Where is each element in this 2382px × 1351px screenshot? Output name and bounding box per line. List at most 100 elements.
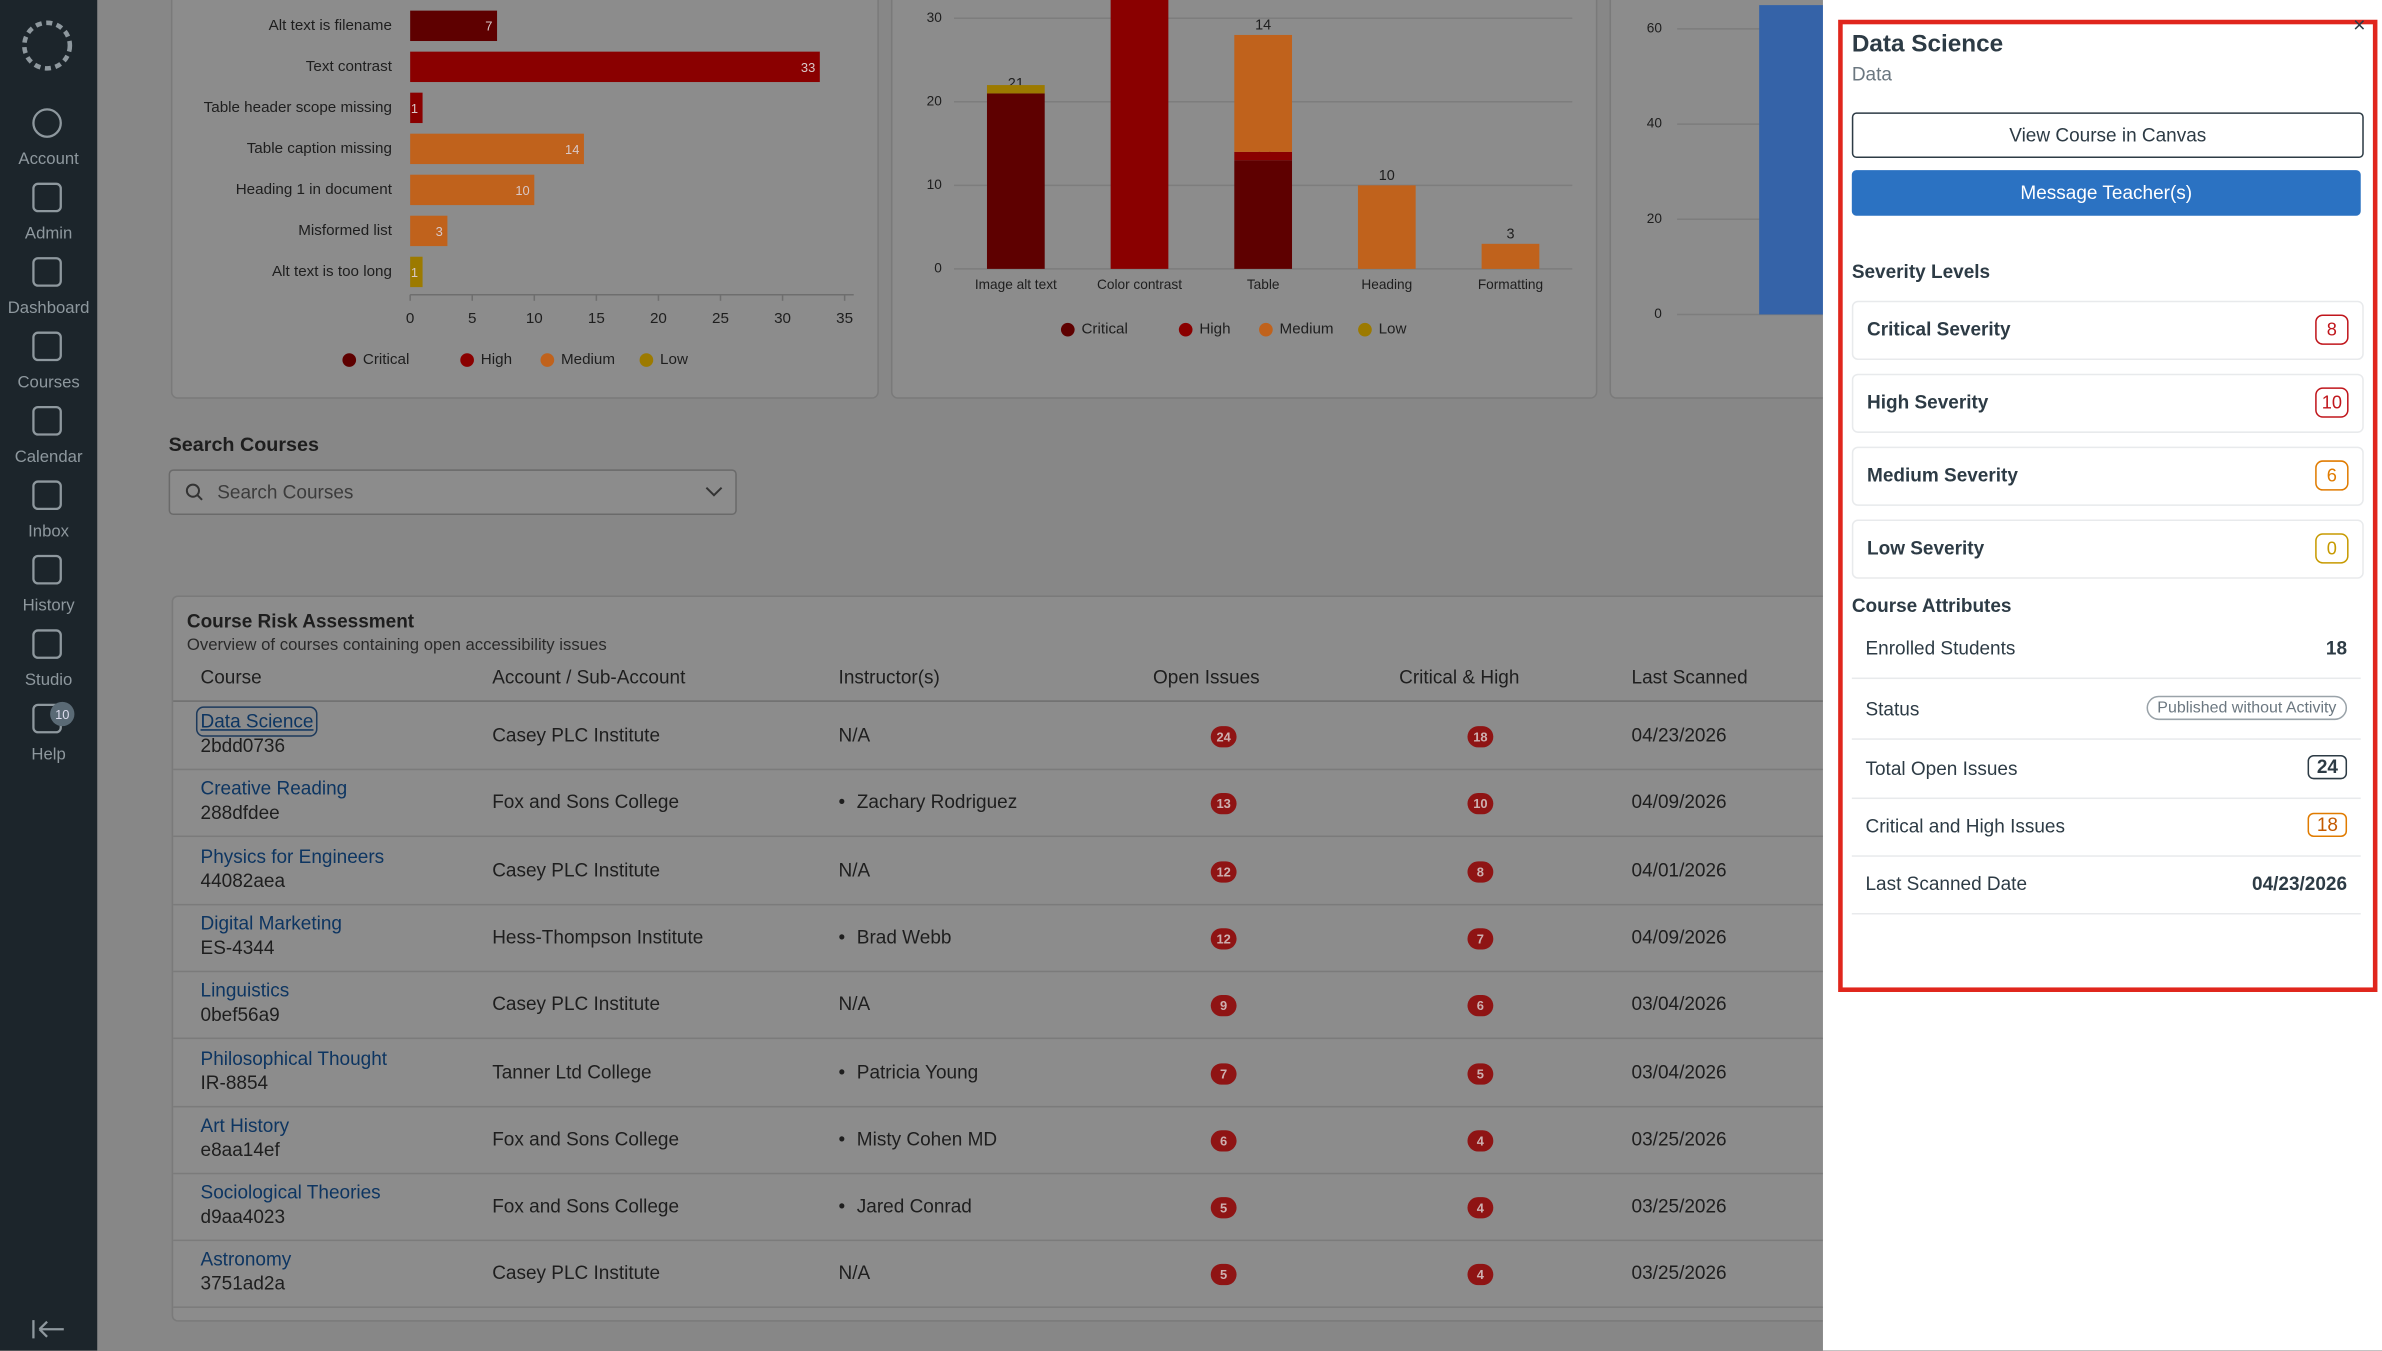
column-header[interactable]: Last Scanned bbox=[1631, 666, 1748, 689]
x-tick-label: 15 bbox=[588, 310, 605, 327]
x-tick-label: Heading bbox=[1361, 277, 1412, 292]
course-link[interactable]: Sociological Theories bbox=[200, 1182, 381, 1204]
open-issues-badge: 7 bbox=[1210, 1062, 1237, 1084]
nav-icon bbox=[32, 108, 62, 138]
panel-title: Data Science bbox=[1851, 31, 2004, 58]
legend-swatch bbox=[342, 353, 357, 367]
nav-item[interactable]: Inbox bbox=[28, 522, 70, 541]
nav-item[interactable]: Courses bbox=[17, 373, 80, 392]
attribute-value: 18 bbox=[2325, 638, 2348, 660]
course-link[interactable]: Linguistics bbox=[200, 980, 290, 1002]
last-scanned: 03/25/2026 bbox=[1631, 1262, 1727, 1285]
course-link[interactable]: Philosophical Thought bbox=[200, 1047, 388, 1069]
category-label: Table caption missing bbox=[247, 140, 392, 157]
bar-segment bbox=[1234, 160, 1293, 269]
bar bbox=[1759, 5, 1826, 315]
nav-item[interactable]: Studio bbox=[24, 671, 73, 690]
course-link[interactable]: Art History bbox=[200, 1114, 290, 1137]
search-input[interactable]: Search Courses bbox=[168, 469, 737, 515]
nav-item[interactable]: Admin bbox=[24, 224, 73, 244]
collapse-icon bbox=[32, 1320, 64, 1339]
severity-card: Critical Severity 8 bbox=[1851, 300, 2364, 361]
button-label: Message Teacher(s) bbox=[2020, 182, 2193, 204]
attribute-row: Total Open Issues 24 bbox=[1851, 740, 2361, 800]
course-link[interactable]: Data Science bbox=[195, 706, 319, 737]
nav-icon bbox=[32, 257, 62, 287]
critical-high-badge: 10 bbox=[1467, 793, 1494, 815]
row-line bbox=[173, 1172, 1875, 1174]
nav-icon bbox=[32, 331, 62, 362]
x-tick-label: Image alt text bbox=[975, 277, 1057, 292]
instructor: N/A bbox=[838, 724, 871, 746]
severity-count: 0 bbox=[2315, 533, 2349, 564]
nav-icon bbox=[32, 554, 62, 585]
nav-item[interactable]: Account bbox=[18, 150, 79, 169]
y-tick-label: 0 bbox=[934, 260, 942, 275]
column-header[interactable]: Critical & High bbox=[1399, 666, 1520, 689]
severity-card: Low Severity 0 bbox=[1851, 519, 2364, 579]
bar bbox=[410, 174, 535, 206]
nav-item[interactable]: Dashboard bbox=[7, 299, 90, 318]
help-badge-count: 10 bbox=[55, 707, 69, 722]
course-code: 44082aea bbox=[200, 869, 286, 892]
column-header[interactable]: Account / Sub-Account bbox=[492, 666, 686, 689]
severity-label: Medium Severity bbox=[1867, 464, 2018, 487]
close-button[interactable]: × bbox=[2353, 12, 2366, 37]
course-link[interactable]: Digital Marketing bbox=[200, 912, 342, 935]
course-code: d9aa4023 bbox=[200, 1206, 286, 1228]
y-tick-label: 20 bbox=[1647, 211, 1663, 226]
legend-label: Low bbox=[1379, 321, 1407, 338]
message-button[interactable]: Message Teacher(s) bbox=[1851, 170, 2361, 216]
instructor: • Jared Conrad bbox=[838, 1195, 972, 1217]
bar-segment bbox=[1110, 0, 1169, 269]
x-tick-label: Formatting bbox=[1478, 277, 1543, 292]
attribute-value: 24 bbox=[2307, 755, 2348, 780]
attribute-label: Total Open Issues bbox=[1865, 758, 2018, 780]
bar bbox=[410, 92, 423, 124]
severity-count: 6 bbox=[2315, 460, 2349, 491]
course-code: e8aa14ef bbox=[200, 1139, 280, 1161]
x-tick-label: 0 bbox=[406, 310, 414, 327]
bar bbox=[410, 133, 584, 165]
logo bbox=[22, 20, 73, 71]
attribute-value: 18 bbox=[2307, 812, 2348, 838]
account: Casey PLC Institute bbox=[492, 993, 661, 1016]
bullet: • bbox=[838, 1128, 846, 1150]
legend-swatch bbox=[1259, 322, 1273, 337]
instructor: N/A bbox=[838, 859, 871, 881]
value-label: 10 bbox=[515, 183, 529, 198]
table-title: Course Risk Assessment bbox=[186, 610, 415, 632]
severity-card: High Severity 10 bbox=[1851, 373, 2364, 433]
attribute-label: Last Scanned Date bbox=[1865, 873, 2028, 895]
instructor: • Misty Cohen MD bbox=[838, 1128, 998, 1150]
critical-high-badge: 4 bbox=[1467, 1264, 1494, 1286]
nav-icon bbox=[32, 182, 62, 213]
column-header[interactable]: Course bbox=[200, 666, 262, 689]
nav-item[interactable]: Calendar bbox=[14, 448, 83, 467]
course-panel: Data Science Data × View Course in Canva… bbox=[1822, 0, 2382, 1351]
column-header[interactable]: Open Issues bbox=[1153, 666, 1260, 689]
nav-item[interactable]: History bbox=[22, 597, 75, 616]
course-link[interactable]: Creative Reading bbox=[200, 778, 348, 800]
bar bbox=[410, 256, 423, 288]
view-course-button[interactable]: View Course in Canvas bbox=[1851, 112, 2364, 158]
category-label: Table header scope missing bbox=[204, 99, 392, 116]
course-link[interactable]: Astronomy bbox=[200, 1249, 292, 1271]
account: Fox and Sons College bbox=[492, 1128, 680, 1150]
nav-item[interactable]: Help bbox=[31, 745, 66, 765]
critical-high-badge: 5 bbox=[1467, 1062, 1494, 1084]
open-issues-badge: 6 bbox=[1210, 1129, 1237, 1152]
legend-swatch bbox=[1358, 322, 1372, 337]
last-scanned: 03/25/2026 bbox=[1631, 1195, 1727, 1217]
legend-label: High bbox=[481, 351, 512, 368]
value-label: 14 bbox=[565, 142, 579, 157]
course-link[interactable]: Physics for Engineers bbox=[200, 845, 385, 867]
legend-swatch bbox=[1060, 322, 1075, 337]
legend-swatch bbox=[639, 353, 654, 367]
dropdown-icon bbox=[705, 486, 723, 497]
column-header[interactable]: Instructor(s) bbox=[838, 666, 940, 689]
bullet: • bbox=[838, 1195, 846, 1217]
sidebar: Account Admin Dashboard Courses Calendar Inbo… bbox=[0, 0, 98, 1351]
attribute-row: Status Published without Activity bbox=[1851, 681, 2361, 740]
critical-high-badge: 8 bbox=[1467, 860, 1494, 882]
